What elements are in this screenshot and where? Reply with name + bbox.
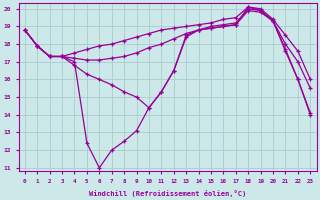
X-axis label: Windchill (Refroidissement éolien,°C): Windchill (Refroidissement éolien,°C) — [89, 190, 246, 197]
